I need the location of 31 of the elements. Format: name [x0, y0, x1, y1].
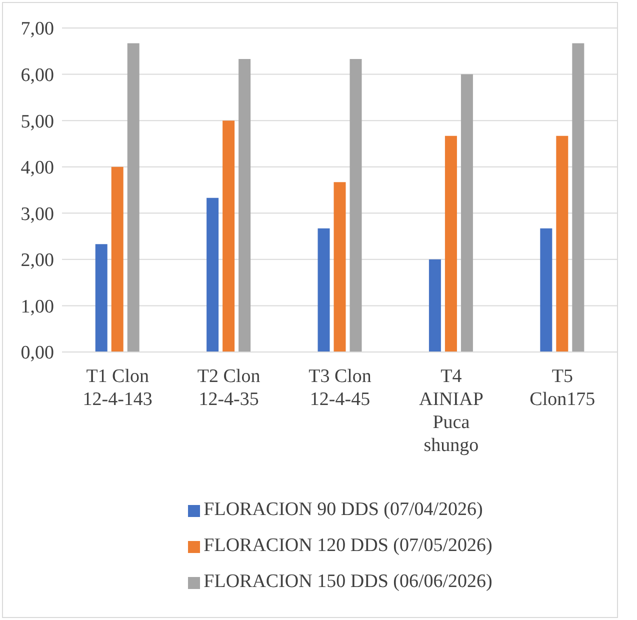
bar [127, 43, 140, 352]
y-tick-label: 7,00 [20, 18, 54, 40]
y-tick-label: 4,00 [20, 158, 54, 179]
bar [238, 59, 251, 352]
bar [556, 136, 568, 352]
x-tick-label: T1 Clon 12-4-143 [82, 366, 152, 410]
bar [95, 244, 108, 352]
bar [444, 136, 457, 352]
bar [111, 166, 124, 352]
bar [428, 259, 441, 352]
x-tick-label: T3 Clon 12-4-45 [308, 366, 372, 410]
legend-label: FLORACION 150 DDS (06/06/2026) [204, 571, 492, 592]
bar [540, 228, 552, 352]
legend-label: FLORACION 90 DDS (07/04/2026) [204, 499, 483, 520]
x-tick-label: T5 Clon175 [530, 366, 596, 410]
bar [572, 43, 584, 352]
y-tick-label: 6,00 [20, 65, 54, 86]
x-tick-label: T4 AINIAP Puca shungo [419, 366, 484, 456]
x-tick-label: T2 Clon 12-4-35 [197, 366, 261, 410]
y-tick-label: 1,00 [20, 296, 54, 318]
bar [460, 74, 473, 352]
bar [334, 182, 346, 352]
y-tick-label: 3,00 [20, 204, 54, 225]
bar [318, 228, 330, 352]
y-tick-label: 0,00 [20, 342, 54, 364]
bar [350, 59, 362, 352]
bar [222, 120, 235, 352]
legend-label: FLORACION 120 DDS (07/05/2026) [204, 535, 492, 556]
y-tick-label: 5,00 [20, 111, 54, 132]
y-tick-label: 2,00 [20, 250, 54, 272]
bar [206, 198, 219, 352]
